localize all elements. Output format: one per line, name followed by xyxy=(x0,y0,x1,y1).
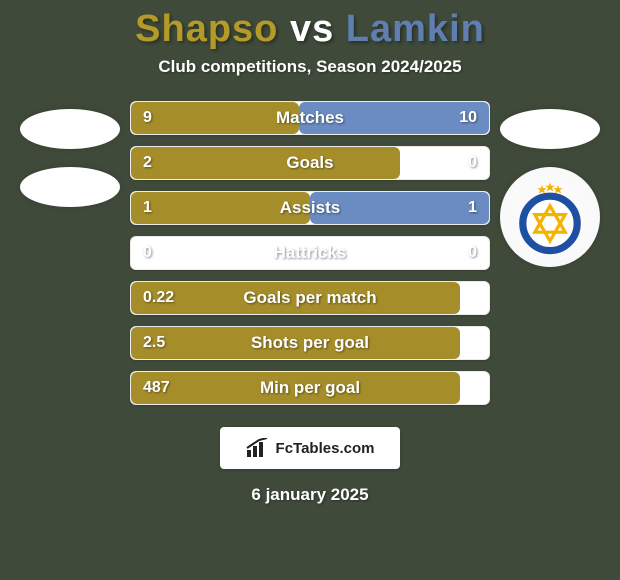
stat-bar: 910Matches xyxy=(130,101,490,135)
stat-label: Goals per match xyxy=(131,288,489,308)
player2-name: Lamkin xyxy=(346,8,485,50)
main-row: 910Matches 20Goals 11Assists 00Hattricks 0.2… xyxy=(0,101,620,405)
player1-name: Shapso xyxy=(135,8,278,50)
stat-bar: 2.5Shots per goal xyxy=(130,326,490,360)
stat-label: Min per goal xyxy=(131,378,489,398)
stat-label: Goals xyxy=(131,153,489,173)
stat-label: Matches xyxy=(131,108,489,128)
comparison-card: Shapso vs Lamkin Club competitions, Seas… xyxy=(0,0,620,580)
vs-text: vs xyxy=(290,8,334,50)
player1-photo-placeholder xyxy=(20,109,120,149)
stat-bar: 487Min per goal xyxy=(130,371,490,405)
player2-club-badge xyxy=(500,167,600,267)
player2-photo-placeholder xyxy=(500,109,600,149)
brand-text: FcTables.com xyxy=(276,440,375,457)
left-side-col xyxy=(10,101,130,207)
page-title: Shapso vs Lamkin xyxy=(135,8,485,51)
stat-bar: 11Assists xyxy=(130,191,490,225)
stat-bar: 00Hattricks xyxy=(130,236,490,270)
club-badge-svg xyxy=(510,177,590,257)
right-side-col xyxy=(490,101,610,267)
brand-box: FcTables.com xyxy=(220,427,400,469)
stat-label: Shots per goal xyxy=(131,333,489,353)
stat-label: Assists xyxy=(131,198,489,218)
brand-icon xyxy=(246,438,270,458)
stat-label: Hattricks xyxy=(131,243,489,263)
stats-column: 910Matches 20Goals 11Assists 00Hattricks 0.2… xyxy=(130,101,490,405)
stat-bar: 20Goals xyxy=(130,146,490,180)
subtitle: Club competitions, Season 2024/2025 xyxy=(158,57,461,77)
date-text: 6 january 2025 xyxy=(251,485,368,505)
stat-bar: 0.22Goals per match xyxy=(130,281,490,315)
player1-club-placeholder xyxy=(20,167,120,207)
badge-top-stars xyxy=(537,183,563,194)
